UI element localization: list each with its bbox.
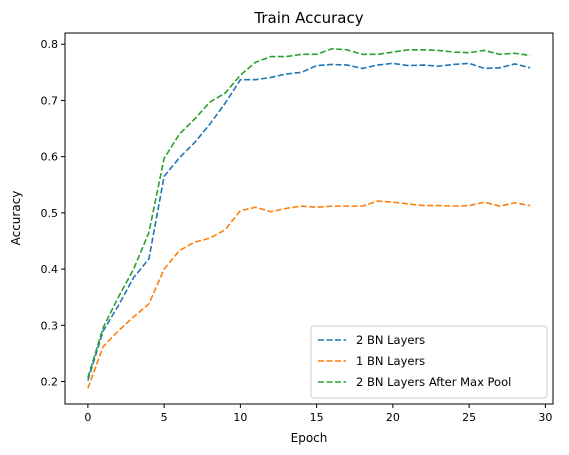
series-line-2: [87, 200, 531, 389]
x-tick-label: 5: [161, 411, 168, 424]
y-tick-label: 0.7: [41, 94, 59, 107]
x-axis-label: Epoch: [291, 431, 328, 445]
series-line-1: [87, 62, 531, 381]
y-axis-ticks: 0.2 0.3 0.4 0.5 0.6 0.7 0.8: [41, 38, 65, 389]
series-line-3: [87, 47, 531, 378]
x-axis-ticks: 0 5 10 15 20 25 30: [84, 404, 552, 424]
legend-label-2: 1 BN Layers: [356, 354, 425, 368]
y-tick-label: 0.3: [41, 319, 59, 332]
y-tick-label: 0.2: [41, 376, 59, 389]
legend: 2 BN Layers 1 BN Layers 2 BN Layers After …: [310, 325, 548, 399]
x-tick-label: 30: [538, 411, 552, 424]
y-axis-label: Accuracy: [9, 191, 23, 246]
y-tick-label: 0.8: [41, 38, 59, 51]
x-tick-label: 25: [462, 411, 476, 424]
legend-label-1: 2 BN Layers: [356, 333, 425, 347]
x-tick-label: 20: [386, 411, 400, 424]
y-tick-label: 0.5: [41, 207, 59, 220]
y-tick-label: 0.4: [41, 263, 59, 276]
legend-label-3: 2 BN Layers After Max Pool: [356, 375, 511, 389]
legend-box: [310, 325, 548, 399]
plot-area-frame: [64, 32, 554, 405]
x-tick-label: 0: [84, 411, 91, 424]
x-tick-label: 10: [233, 411, 247, 424]
chart-title: Train Accuracy: [253, 9, 363, 27]
x-tick-label: 15: [310, 411, 324, 424]
y-tick-label: 0.6: [41, 151, 59, 164]
series-lines: [87, 47, 531, 389]
